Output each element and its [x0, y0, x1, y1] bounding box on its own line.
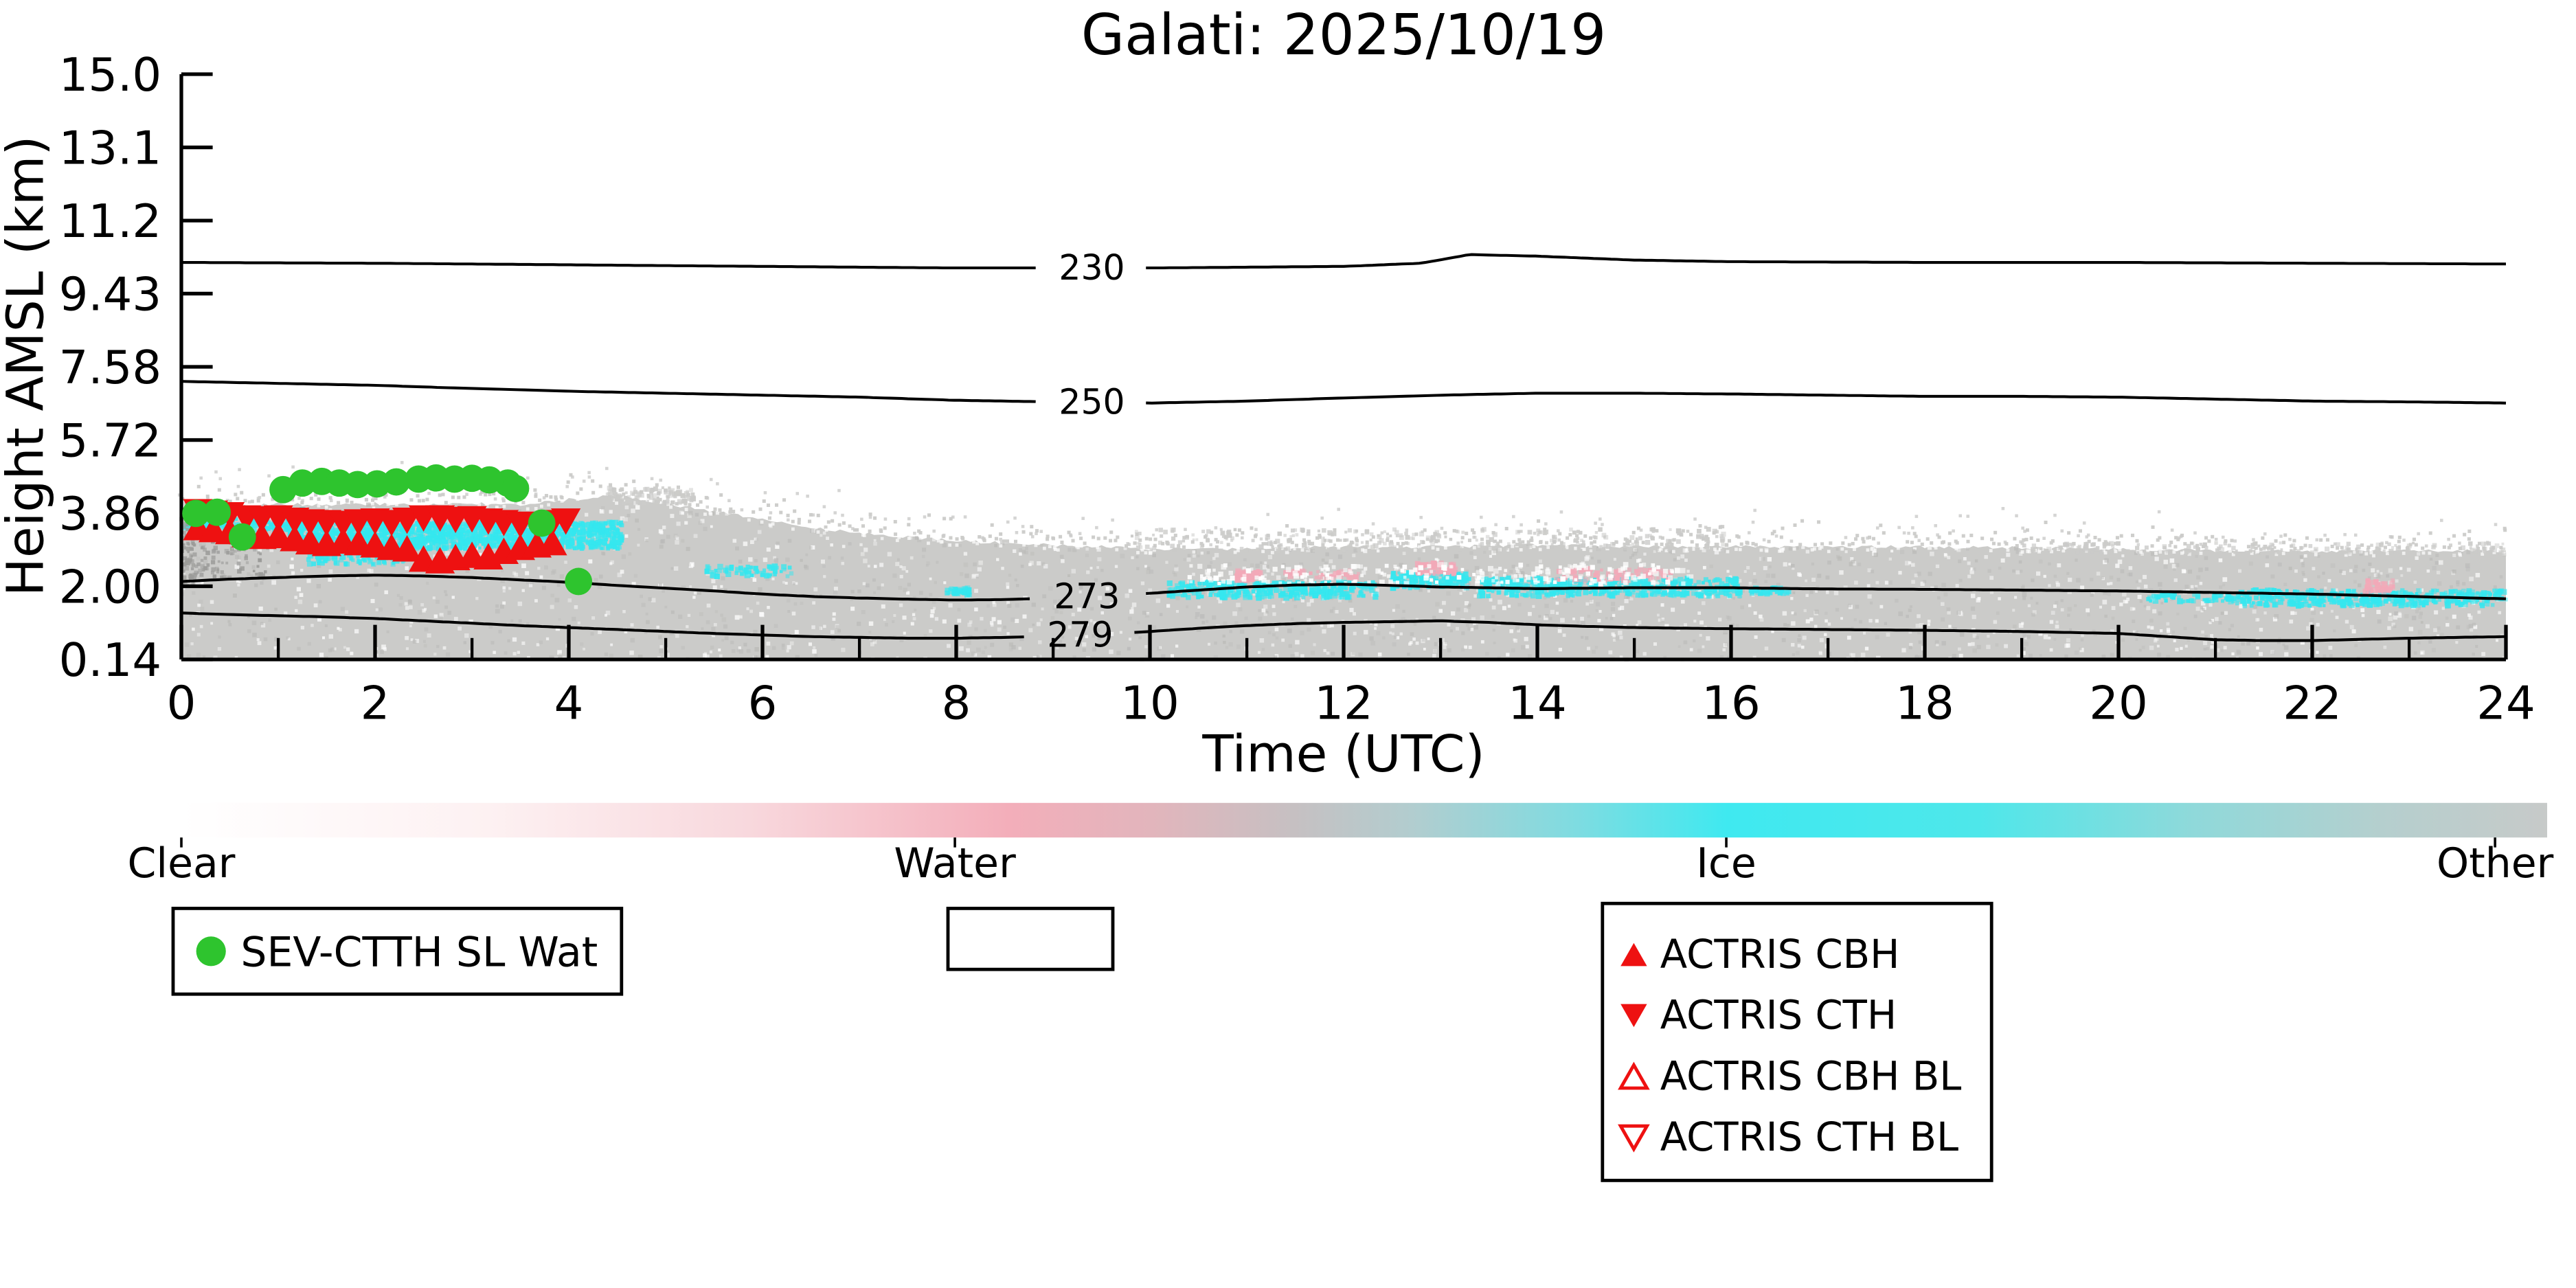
colorbar-gradient [181, 802, 2547, 838]
contour-line [1146, 392, 2507, 405]
y-tick-label: 7.58 [59, 341, 162, 394]
other-wisps [605, 486, 2506, 556]
x-tick-label: 20 [2089, 676, 2148, 730]
y-tick-label: 9.43 [59, 267, 162, 321]
data-point [501, 475, 530, 503]
legend-actris-label: ACTRIS CTH [1660, 993, 1897, 1039]
contour-label: 279 [1047, 614, 1113, 655]
x-axis-label: Time (UTC) [1201, 724, 1484, 784]
contour-230: 230 [181, 247, 2506, 288]
colorbar-label: Clear [128, 839, 236, 888]
legend-actris-marker [1618, 1061, 1650, 1090]
legend-actris-marker [1620, 942, 1647, 967]
data-point [182, 499, 210, 528]
x-tick-label: 12 [1314, 676, 1373, 730]
contour-line [181, 574, 1030, 602]
legend-empty-box [946, 907, 1115, 971]
y-tick-label: 2.00 [59, 560, 162, 613]
y-tick-label: 3.86 [59, 487, 162, 541]
y-tick-label: 15.0 [59, 48, 162, 102]
data-point [203, 498, 231, 526]
legend-actris-label: ACTRIS CBH [1660, 931, 1900, 978]
colorbar-label: Other [2437, 839, 2554, 888]
legends: SEV-CTTH SL Wat ACTRIS CBH ACTRIS CTH ACTRI… [171, 901, 1993, 1182]
x-tick-label: 6 [748, 676, 778, 730]
y-tick-label: 11.2 [59, 194, 162, 248]
data-point [565, 567, 593, 596]
legend-actris-marker [1618, 1124, 1650, 1153]
contour-label: 230 [1059, 247, 1125, 288]
contour-line [181, 380, 1036, 403]
x-tick-label: 0 [167, 676, 196, 730]
contour-line [1134, 619, 2507, 642]
legend-actris-marker [1620, 1004, 1647, 1028]
x-tick-label: 10 [1120, 676, 1179, 730]
contour-line [1146, 253, 2506, 270]
contour-279: 279 [181, 611, 2507, 655]
x-tick-label: 4 [554, 676, 584, 730]
y-axis-label: Height AMSL (km) [0, 136, 55, 597]
contour-line [181, 611, 1024, 640]
x-tick-label: 24 [2476, 676, 2535, 730]
y-tick-label: 0.14 [59, 633, 162, 687]
data-point [343, 471, 372, 499]
y-tick-label: 13.1 [59, 122, 162, 175]
contour-273: 273 [181, 574, 2507, 616]
contour-label: 273 [1054, 576, 1120, 616]
data-point [228, 523, 256, 551]
data-point [528, 509, 556, 537]
contour-250: 250 [181, 380, 2507, 422]
x-tick-label: 8 [942, 676, 971, 730]
legend-sev-marker [196, 936, 226, 967]
contour-line [181, 261, 1036, 270]
y-tick-label: 5.72 [59, 414, 162, 468]
legend-actris-label: ACTRIS CBH BL [1660, 1053, 1962, 1099]
legend-sev-label: SEV-CTTH SL Wat [240, 928, 598, 976]
x-tick-label: 22 [2283, 676, 2342, 730]
legend-actris-label: ACTRIS CTH BL [1660, 1114, 1958, 1160]
colorbar-label: Water [894, 839, 1016, 888]
data-point [551, 508, 581, 535]
data-point [537, 528, 567, 556]
data-point [392, 535, 422, 562]
legend-actris-box [1601, 901, 1993, 1182]
axes: 15.013.111.29.437.585.723.862.000.140 2 4 6… [59, 48, 2535, 730]
x-tick-label: 14 [1508, 676, 1567, 730]
chart-title: Galati: 2025/10/19 [1081, 3, 1606, 68]
colorbar-label: Ice [1696, 839, 1756, 888]
actris-cbh-markers [183, 514, 567, 574]
sev-ctth-sl-wat-markers [182, 464, 593, 596]
classification-colorbar: Clear Water Ice Other [128, 802, 2554, 888]
data-point [383, 468, 410, 496]
x-tick-label: 2 [361, 676, 390, 730]
x-tick-label: 18 [1895, 676, 1954, 730]
contour-line [1146, 583, 2507, 600]
contour-label: 250 [1059, 381, 1125, 422]
x-tick-label: 16 [1702, 676, 1761, 730]
data-markers [182, 464, 593, 596]
legend-sev-box [171, 907, 624, 996]
classification-noise [177, 461, 2508, 662]
